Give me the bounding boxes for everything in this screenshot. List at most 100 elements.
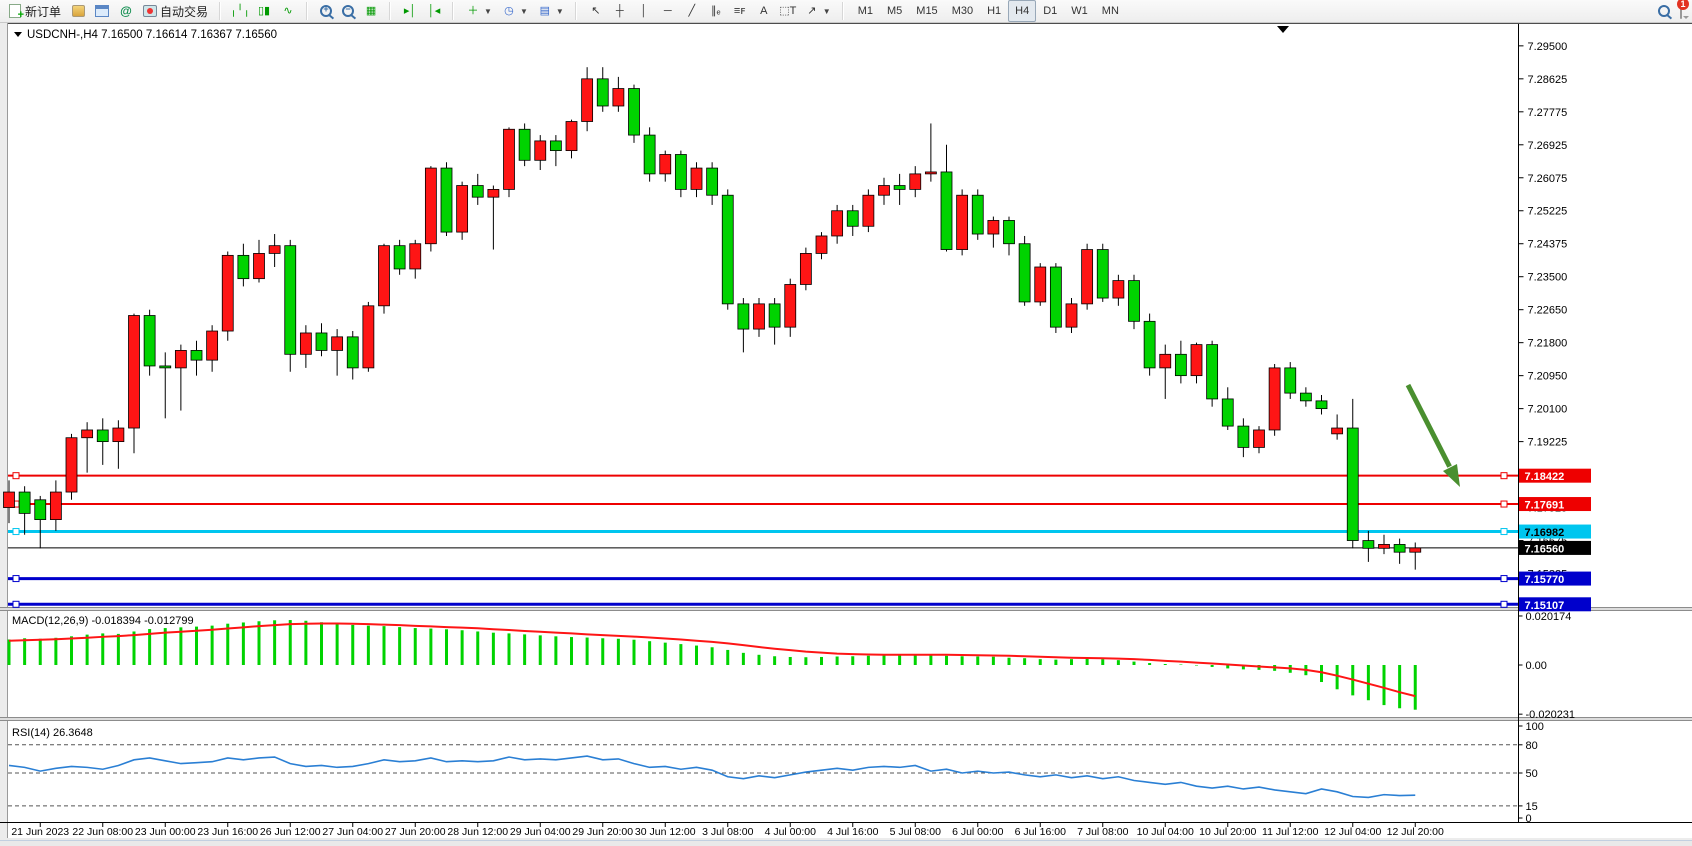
hline-handle[interactable]	[1500, 528, 1508, 536]
macd-bar	[663, 642, 667, 665]
price-tick-label: 7.24375	[1528, 239, 1568, 251]
candle-body-up	[659, 154, 672, 175]
time-tick-label: 6 Jul 00:00	[952, 826, 1004, 838]
candlestick-chart-button[interactable]: ▯▮	[252, 0, 276, 22]
timeframe-d1[interactable]: D1	[1043, 5, 1058, 17]
notifications-button[interactable]: 1	[1677, 0, 1689, 19]
candle-body-down	[237, 254, 250, 280]
timeframe-m15[interactable]: M15	[916, 5, 938, 17]
hline-handle[interactable]	[12, 472, 20, 480]
arrows-button[interactable]: ↗ ▼	[800, 0, 836, 22]
equidistant-channel-button[interactable]: ∥ₑ	[704, 0, 728, 22]
macd-bar	[1335, 665, 1339, 690]
hline-handle[interactable]	[12, 600, 20, 608]
price-badge-label: 7.18422	[1525, 471, 1565, 483]
candle-body-down	[596, 78, 609, 107]
symbol-collapse-icon[interactable]	[14, 32, 22, 37]
notification-badge: 1	[1677, 0, 1689, 10]
new-order-button[interactable]: + 新订单	[3, 0, 66, 22]
hline-handle[interactable]	[1500, 575, 1508, 583]
bar-chart-button[interactable]: ╷╵╷	[228, 0, 252, 22]
timeframe-h1[interactable]: H1	[987, 5, 1002, 17]
macd-bar	[54, 637, 58, 665]
timeframe-m1[interactable]: M1	[857, 5, 873, 17]
timeframe-h4[interactable]: H4	[1008, 0, 1037, 22]
timeframe-m30[interactable]: M30	[951, 5, 974, 17]
crosshair-button[interactable]: ┼	[608, 0, 632, 22]
text-button[interactable]: A	[752, 0, 776, 22]
horizontal-line-button[interactable]: ─	[656, 0, 680, 22]
text-label-button[interactable]: ⬚T	[776, 0, 800, 22]
macd-bar	[616, 638, 620, 665]
cursor-button[interactable]: ↖	[584, 0, 608, 22]
indicators-button[interactable]: ＋ ▼	[461, 0, 497, 22]
candle-body-up	[424, 167, 437, 245]
line-chart-button[interactable]: ∿	[276, 0, 300, 22]
candle-body-up	[1409, 547, 1422, 553]
macd-bar	[226, 623, 230, 665]
timeframe-w1[interactable]: W1	[1071, 5, 1088, 17]
candle-body-down	[1362, 540, 1375, 549]
macd-bar	[476, 631, 480, 665]
macd-bar	[1366, 665, 1370, 701]
timeframe-mn[interactable]: MN	[1101, 5, 1119, 17]
candle-body-down	[18, 491, 31, 514]
macd-label: MACD(12,26,9) -0.018394 -0.012799	[12, 615, 194, 627]
pane-separator[interactable]	[0, 607, 1692, 611]
candle-body-up	[1065, 303, 1078, 328]
candle-body-up	[831, 210, 844, 237]
bar-chart-button-icon: ╷╵╷	[230, 4, 250, 17]
hline-handle[interactable]	[1500, 500, 1508, 508]
pane-separator[interactable]	[0, 717, 1692, 721]
terminal-button[interactable]	[90, 0, 114, 22]
fibonacci-button[interactable]: ≡ꜰ	[728, 0, 752, 22]
shift-marker[interactable]	[1277, 26, 1289, 33]
candle-body-down	[471, 185, 484, 198]
candle-body-up	[409, 243, 422, 270]
candle-body-down	[1049, 266, 1062, 328]
status-strip	[0, 840, 1692, 846]
price-badge: 7.16560	[1519, 540, 1591, 555]
autotrading-button[interactable]: 自动交易	[138, 0, 213, 22]
auto-scroll-button[interactable]: ▸│	[398, 0, 422, 22]
price-badge: 7.17691	[1519, 497, 1591, 512]
macd-bar	[1148, 663, 1152, 665]
navigator-icon: @	[120, 4, 132, 18]
chart-shift-button[interactable]: │◂	[422, 0, 446, 22]
annotation-arrow-head[interactable]	[1443, 464, 1460, 487]
templates-button[interactable]: ▤ ▼	[533, 0, 569, 22]
macd-bar	[7, 639, 11, 665]
hline-handle[interactable]	[12, 575, 20, 583]
terminal-icon	[95, 5, 110, 17]
candle-body-down	[628, 88, 640, 136]
zoom-in-button[interactable]: +	[315, 0, 337, 22]
candle-body-up	[487, 189, 500, 198]
periods-button[interactable]: ◷ ▼	[497, 0, 533, 22]
candle-body-up	[799, 253, 812, 285]
macd-bar	[1163, 664, 1167, 665]
navigator-button[interactable]: @	[114, 0, 138, 22]
hline-handle[interactable]	[12, 528, 20, 536]
hline-handle[interactable]	[1500, 472, 1508, 480]
horizontal-line-button-icon: ─	[663, 4, 672, 17]
candle-body-down	[1143, 320, 1156, 369]
time-tick-label: 22 Jun 08:00	[72, 826, 133, 838]
candle-body-up	[534, 140, 547, 161]
zoom-out-button[interactable]: −	[337, 0, 359, 22]
timeframe-m5[interactable]: M5	[887, 5, 903, 17]
candle-body-up	[581, 78, 594, 122]
tile-windows-button[interactable]: ▦	[359, 0, 383, 22]
macd-bar	[210, 625, 214, 665]
text-button-icon: A	[760, 4, 768, 17]
trendline-button[interactable]: ╱	[680, 0, 704, 22]
hline-handle[interactable]	[1500, 600, 1508, 608]
annotation-arrow[interactable]	[1405, 383, 1452, 468]
macd-bar	[1241, 665, 1245, 670]
search-icon[interactable]	[1658, 5, 1670, 17]
metaeditor-button[interactable]	[66, 0, 90, 22]
rsi-tick-label: 100	[1526, 721, 1544, 733]
vertical-line-button[interactable]: │	[632, 0, 656, 22]
chart-background	[8, 22, 1692, 838]
cursor-button-icon: ↖	[591, 4, 601, 17]
